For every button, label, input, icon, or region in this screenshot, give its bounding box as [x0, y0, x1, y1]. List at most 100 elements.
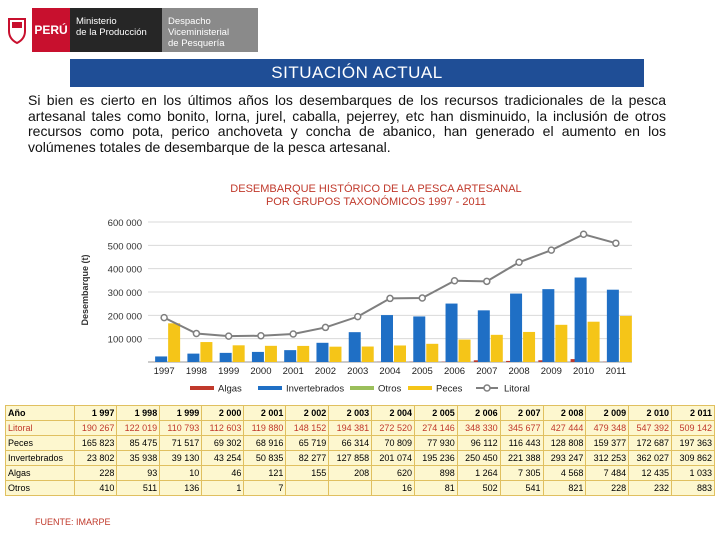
intro-paragraph: Si bien es cierto en los últimos años lo…: [28, 92, 666, 155]
bar-peces: [587, 321, 600, 362]
line-point-litoral: [289, 330, 297, 338]
line-point-litoral: [483, 277, 491, 286]
table-cell: 112 603: [201, 420, 245, 436]
x-tick-label: 2008: [508, 366, 529, 377]
table-cell: 201 074: [371, 450, 415, 466]
line-point-litoral: [224, 332, 233, 340]
table-cell: 7 305: [499, 465, 544, 481]
table-cell: 1 999: [159, 405, 203, 421]
ministry-logo: PERÚ Ministerio de la Producción Despach…: [2, 8, 258, 52]
table-cell: 197 363: [671, 435, 715, 451]
table-cell: 250 450: [456, 450, 501, 466]
table-cell: 348 330: [456, 420, 501, 436]
table-cell: 2 010: [628, 405, 673, 421]
bar-invertebrados: [510, 293, 523, 362]
x-tick-label: 2010: [573, 366, 594, 377]
table-cell: 2 009: [585, 405, 630, 421]
y-axis-label: Desembarque (t): [80, 254, 90, 325]
legend-label-litoral: Litoral: [504, 384, 530, 395]
ministry-line-2: de la Producción: [76, 27, 147, 38]
bar-invertebrados: [219, 352, 232, 362]
x-tick-label: 2002: [315, 366, 336, 377]
table-cell: 821: [542, 480, 587, 496]
ministry-name: Ministerio de la Producción: [70, 8, 162, 52]
table-cell: 71 517: [159, 435, 203, 451]
table-cell: 2 000: [201, 405, 245, 421]
bar-peces: [168, 323, 181, 362]
line-point-litoral: [386, 294, 394, 303]
table-cell: 43 254: [201, 450, 245, 466]
bar-peces: [394, 345, 406, 362]
table-cell: 2 008: [542, 405, 587, 421]
bar-peces: [232, 345, 245, 362]
table-cell: 110 793: [159, 420, 203, 436]
y-tick-label: 200 000: [108, 311, 142, 322]
table-row: Invertebrados 23 802 35 938 39 130 43 254 50 …: [5, 450, 715, 466]
chart-title: DESEMBARQUE HISTÓRICO DE LA PESCA ARTESA…: [120, 183, 632, 209]
table-cell: 1 998: [116, 405, 161, 421]
line-point-litoral: [547, 246, 556, 254]
table-cell: 547 392: [628, 420, 673, 436]
bar-peces: [426, 343, 439, 362]
legend-swatch-otros: [350, 386, 374, 390]
table-cell: 93: [116, 465, 161, 481]
line-point-litoral: [192, 329, 201, 338]
row-label: Otros: [5, 480, 75, 496]
table-cell: 362 027: [628, 450, 673, 466]
line-point-litoral: [160, 313, 168, 322]
table-cell: 427 444: [542, 420, 587, 436]
coat-of-arms-icon: [2, 8, 32, 52]
table-cell: 1 033: [671, 465, 715, 481]
table-cell: 68 916: [243, 435, 287, 451]
table-cell: 221 388: [499, 450, 544, 466]
table-cell: 46: [201, 465, 245, 481]
table-cell: 312 253: [585, 450, 630, 466]
table-cell: 155: [285, 465, 330, 481]
table-cell: 509 142: [671, 420, 715, 436]
bar-invertebrados: [284, 350, 297, 362]
line-point-litoral: [257, 331, 265, 340]
bar-invertebrados: [606, 289, 619, 362]
table-row: Peces 165 823 85 475 71 517 69 302 68 916 65 7…: [5, 435, 715, 451]
legend-label-invertebrados: Invertebrados: [286, 384, 344, 395]
chart-title-line-2: POR GRUPOS TAXONÓMICOS 1997 - 2011: [265, 196, 487, 208]
table-cell: 2 003: [328, 405, 373, 421]
table-cell: 116 443: [499, 435, 544, 451]
x-tick-label: 2001: [283, 366, 304, 377]
table-cell: 148 152: [285, 420, 330, 436]
table-cell: 82 277: [285, 450, 330, 466]
y-tick-label: 300 000: [108, 288, 142, 299]
table-cell: 1 997: [73, 405, 118, 421]
legend-label-otros: Otros: [378, 384, 401, 395]
table-cell: 159 377: [585, 435, 630, 451]
table-row: Algas 228 93 10 46 121 155 208 620 898 1 264 7 305 4…: [5, 465, 715, 481]
x-tick-label: 2011: [606, 366, 626, 377]
table-cell: 39 130: [159, 450, 203, 466]
table-cell: 85 475: [116, 435, 161, 451]
table-cell: 511: [116, 480, 161, 496]
line-point-litoral: [612, 239, 620, 247]
y-tick-label: 500 000: [108, 241, 142, 252]
bar-peces: [361, 346, 374, 362]
table-cell: 1 264: [456, 465, 501, 481]
x-tick-label: 2006: [444, 366, 465, 377]
landings-table: Año 1 997 1 998 1 999 2 000 2 001 2 002 2 003 2 …: [5, 405, 715, 496]
source-note: FUENTE: IMARPE: [35, 517, 111, 527]
table-cell: 2 002: [285, 405, 330, 421]
bar-peces: [297, 345, 310, 362]
vice-ministry-name: Despacho Viceministerial de Pesquería: [162, 8, 258, 52]
x-tick-label: 2009: [541, 366, 562, 377]
table-cell: 2 011: [671, 405, 715, 421]
table-cell: 172 687: [628, 435, 673, 451]
table-cell: 195 236: [413, 450, 458, 466]
table-cell: 128 808: [542, 435, 587, 451]
table-cell: 121: [243, 465, 287, 481]
table-cell: 81: [413, 480, 458, 496]
table-cell: 479 348: [585, 420, 630, 436]
ministry-line-1: Ministerio: [76, 16, 117, 27]
legend-marker-litoral: [483, 384, 491, 392]
x-tick-label: 2000: [250, 366, 271, 377]
bar-peces: [555, 324, 568, 362]
y-tick-label: 100 000: [108, 335, 142, 346]
x-tick-label: 2003: [347, 366, 368, 377]
